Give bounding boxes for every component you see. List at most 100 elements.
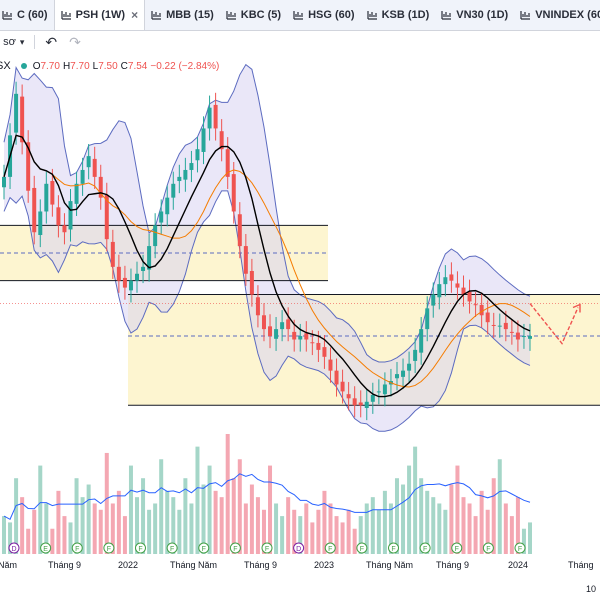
projection-arrowhead xyxy=(572,303,581,313)
event-circle xyxy=(324,542,336,554)
volume-bar xyxy=(231,478,236,554)
tab-7[interactable]: VNINDEX (60) xyxy=(514,0,600,30)
undo-icon[interactable]: ↶ xyxy=(45,33,58,50)
indicators-menu[interactable]: ổ sơ xyxy=(0,36,16,48)
event-marker[interactable]: F xyxy=(166,542,178,554)
close-icon[interactable]: × xyxy=(131,8,139,22)
tab-1[interactable]: PSH (1W) × xyxy=(53,0,146,30)
time-axis-label: Tháng Năm xyxy=(170,560,218,570)
candle-body xyxy=(304,333,309,340)
tab-label: MBB (15) xyxy=(166,9,214,21)
tab-4[interactable]: HSG (60) xyxy=(287,0,360,30)
bollinger-band-fill xyxy=(4,64,530,432)
event-marker[interactable]: F xyxy=(388,542,399,554)
event-marker[interactable]: E xyxy=(40,542,52,554)
tab-2[interactable]: MBB (15) xyxy=(145,0,220,30)
chart-toolbar: ổ sơ ▾ ↶ ↷ xyxy=(0,31,600,53)
candle-body xyxy=(491,324,496,326)
redo-icon[interactable]: ↷ xyxy=(69,33,81,50)
tab-0[interactable]: C (60) xyxy=(0,0,54,30)
event-circle xyxy=(293,542,305,554)
chart-icon xyxy=(441,11,452,20)
event-marker[interactable]: F xyxy=(324,542,336,554)
event-label: F xyxy=(202,546,206,553)
event-marker[interactable]: F xyxy=(514,542,526,554)
volume-bar xyxy=(407,465,412,554)
volume-bar xyxy=(104,452,109,554)
event-marker[interactable]: F xyxy=(356,542,368,554)
time-axis[interactable]: Năm Tháng 9 2022 Tháng Năm Tháng 9 2023 Tháng … xyxy=(0,558,600,574)
chart-icon xyxy=(366,11,377,20)
candle-body xyxy=(286,319,291,330)
event-circle xyxy=(261,542,273,554)
volume-bar xyxy=(280,516,285,554)
volume-bar xyxy=(56,490,61,554)
tab-5[interactable]: KSB (1D) xyxy=(361,0,436,30)
tab-label: VN30 (1D) xyxy=(456,9,509,21)
time-axis-label: Năm xyxy=(0,560,18,570)
volume-bar xyxy=(388,503,393,554)
candle-body xyxy=(431,294,436,306)
event-label: F xyxy=(486,546,490,553)
event-marker[interactable]: F xyxy=(482,542,494,554)
event-marker[interactable]: F xyxy=(261,542,273,554)
volume-bar xyxy=(376,509,381,554)
volume-bar xyxy=(286,497,291,554)
legend-symbol: SX xyxy=(0,60,11,72)
event-label: F xyxy=(391,546,395,553)
event-marker[interactable]: F xyxy=(229,542,241,554)
candle-body xyxy=(352,398,357,406)
event-marker[interactable]: F xyxy=(135,542,146,554)
candle-body xyxy=(413,349,418,361)
volume-bar xyxy=(50,528,55,554)
volume-bar xyxy=(116,490,121,554)
chart-icon xyxy=(60,11,71,20)
event-marker[interactable]: F xyxy=(103,542,115,554)
candle-body xyxy=(509,331,514,333)
candle-body xyxy=(280,322,285,330)
volume-bar xyxy=(171,497,176,554)
event-label: F xyxy=(170,546,174,553)
volume-bar xyxy=(467,503,472,554)
volume-bar xyxy=(110,503,115,554)
candle-body xyxy=(461,287,466,295)
volume-bar xyxy=(8,522,13,554)
candle-body xyxy=(358,402,363,406)
event-circle xyxy=(419,542,431,554)
tab-6[interactable]: VN30 (1D) xyxy=(435,0,514,30)
candle-body xyxy=(74,183,79,204)
event-marker[interactable]: F xyxy=(419,542,431,554)
event-marker[interactable]: F xyxy=(71,542,83,554)
event-marker[interactable]: F xyxy=(198,542,210,554)
volume-bar xyxy=(92,503,97,554)
event-label: F xyxy=(360,546,364,553)
volume-bar xyxy=(249,484,254,554)
candle-body xyxy=(425,308,430,330)
volume-bar xyxy=(298,516,303,554)
event-marker[interactable]: D xyxy=(8,542,20,554)
event-circle xyxy=(482,542,494,554)
volume-bar xyxy=(364,503,369,554)
candle-body xyxy=(394,374,399,379)
volume-bar xyxy=(521,528,526,554)
legend-high: 7.70 xyxy=(70,60,90,72)
volume-bar xyxy=(528,522,532,554)
volume-bar xyxy=(491,478,496,554)
candle-body xyxy=(68,201,73,230)
event-circle xyxy=(356,542,368,554)
candle-body xyxy=(20,96,25,143)
candle-body xyxy=(116,266,121,281)
tab-3[interactable]: KBC (5) xyxy=(220,0,287,30)
event-marker[interactable]: F xyxy=(451,542,463,554)
volume-bar xyxy=(292,509,297,554)
volume-bar xyxy=(44,503,49,554)
candle-body xyxy=(485,312,490,323)
volume-bar xyxy=(20,497,25,554)
volume-bar xyxy=(38,465,43,554)
event-marker[interactable]: D xyxy=(293,542,305,554)
volume-bar xyxy=(26,528,31,554)
candle-body xyxy=(268,326,273,337)
chevron-down-icon[interactable]: ▾ xyxy=(19,36,25,47)
volume-bar xyxy=(346,509,351,554)
